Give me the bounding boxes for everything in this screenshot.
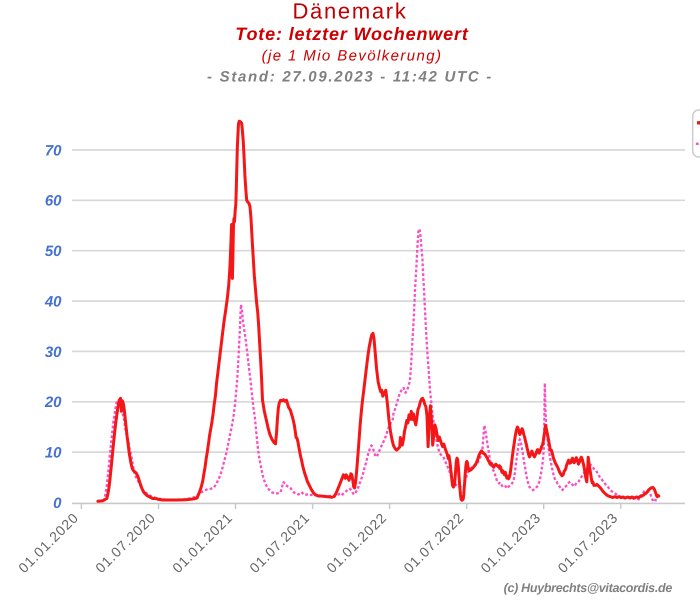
- svg-text:30: 30: [45, 344, 62, 361]
- svg-text:60: 60: [45, 193, 62, 210]
- svg-text:Dänemark: Dänemark: [292, 0, 407, 24]
- svg-text:40: 40: [44, 294, 62, 311]
- svg-text:(je 1 Mio Bevölkerung): (je 1 Mio Bevölkerung): [262, 47, 443, 64]
- svg-text:(c) Huybrechts@vitacordis.de: (c) Huybrechts@vitacordis.de: [504, 581, 673, 595]
- svg-text:50: 50: [45, 243, 62, 260]
- svg-text:Tote: letzter Wochenwert: Tote: letzter Wochenwert: [235, 24, 469, 44]
- svg-text:- Stand: 27.09.2023 - 11:42 UT: - Stand: 27.09.2023 - 11:42 UTC -: [207, 69, 493, 86]
- svg-text:0: 0: [53, 495, 62, 512]
- svg-text:20: 20: [44, 394, 62, 411]
- svg-text:70: 70: [45, 142, 62, 159]
- svg-text:10: 10: [45, 445, 62, 462]
